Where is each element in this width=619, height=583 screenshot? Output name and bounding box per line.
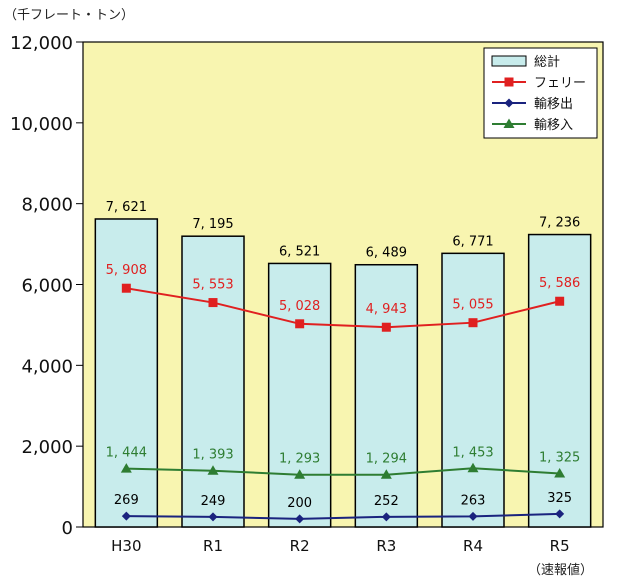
y-tick-label: 6,000	[21, 276, 73, 297]
y-tick-label: 12,000	[10, 33, 73, 54]
series-1-point	[121, 283, 131, 293]
x-tick-label: R5	[550, 537, 570, 555]
y-tick-label: 2,000	[21, 437, 73, 458]
series-3-point	[467, 462, 479, 473]
series-line-3	[126, 467, 560, 476]
y-tick-label: 0	[62, 518, 73, 539]
series-2-point	[381, 512, 391, 522]
series-3-point	[380, 469, 392, 479]
legend-swatch-marker	[503, 118, 515, 128]
y-tick-label: 8,000	[21, 195, 73, 216]
series-3-value-label: 1, 453	[452, 445, 493, 460]
bar-value-label: 7, 236	[539, 216, 580, 231]
x-tick-label: R4	[463, 537, 483, 555]
bar	[527, 233, 592, 528]
series-1-point	[555, 296, 565, 306]
legend-label: フェリー	[534, 76, 586, 91]
legend-swatch-bar	[491, 55, 527, 67]
series-2-value-label: 269	[114, 493, 139, 508]
series-1-point	[381, 322, 391, 332]
series-1-point	[468, 318, 478, 328]
series-1-point	[295, 319, 305, 329]
series-3-value-label: 1, 444	[106, 446, 147, 461]
series-2-point	[468, 511, 478, 521]
y-axis-unit-label: （千フレート・トン）	[4, 8, 135, 23]
series-3-point	[207, 465, 219, 475]
legend-label: 輸移出	[534, 97, 573, 112]
y-tick-label: 4,000	[21, 356, 73, 377]
series-3-value-label: 1, 393	[192, 448, 233, 463]
series-3-point	[294, 469, 306, 479]
series-line-2	[126, 512, 560, 520]
x-tick-label: H30	[111, 537, 141, 555]
bar-value-label: 7, 195	[192, 217, 233, 232]
series-3-value-label: 1, 294	[366, 452, 407, 467]
y-tick-label: 10,000	[10, 114, 73, 135]
series-2-point	[208, 512, 218, 522]
legend-label: 輸移入	[534, 118, 573, 133]
bar	[441, 252, 505, 528]
series-1-value-label: 4, 943	[366, 302, 407, 317]
series-line-1	[126, 287, 560, 329]
series-1-point	[208, 298, 218, 308]
bar-value-label: 6, 771	[452, 234, 493, 249]
series-1-value-label: 5, 908	[106, 263, 147, 278]
series-2-value-label: 252	[374, 494, 399, 509]
series-2-point	[295, 514, 305, 524]
x-tick-label: R3	[376, 537, 396, 555]
bar	[181, 235, 245, 528]
legend-label: 総計	[534, 54, 560, 70]
category-note: （速報値）	[528, 563, 594, 578]
bar-value-label: 7, 621	[106, 200, 147, 215]
series-3-value-label: 1, 293	[279, 452, 320, 467]
series-2-point	[555, 509, 565, 519]
x-tick-label: R1	[203, 537, 223, 555]
legend-swatch-marker	[504, 98, 514, 108]
series-2-value-label: 200	[287, 496, 312, 511]
series-2-value-label: 263	[461, 493, 486, 508]
series-1-value-label: 5, 055	[452, 298, 493, 313]
bar	[94, 218, 159, 528]
series-2-value-label: 325	[547, 491, 572, 506]
series-1-value-label: 5, 586	[539, 276, 580, 291]
bar-value-label: 6, 521	[279, 244, 320, 259]
legend-swatch-marker	[504, 77, 514, 87]
series-1-value-label: 5, 028	[279, 299, 320, 314]
series-3-point	[120, 463, 132, 473]
series-3-point	[554, 467, 566, 478]
series-3-value-label: 1, 325	[539, 450, 580, 465]
bar	[354, 263, 419, 528]
series-2-point	[121, 511, 131, 521]
bar	[267, 262, 332, 528]
series-1-value-label: 5, 553	[192, 278, 233, 293]
series-2-value-label: 249	[201, 494, 226, 509]
bar-value-label: 6, 489	[366, 246, 407, 261]
x-tick-label: R2	[290, 537, 310, 555]
